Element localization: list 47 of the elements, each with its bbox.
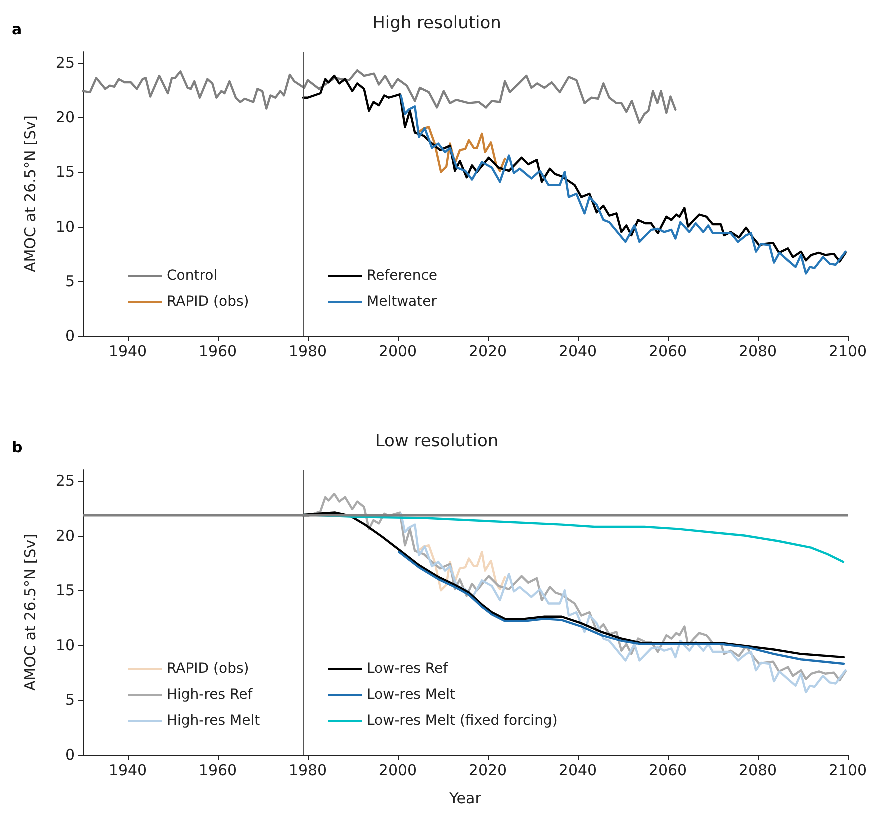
- x-tick-label: 2000: [378, 762, 418, 780]
- y-tick-label: 20: [56, 108, 75, 127]
- y-tick-label: 25: [56, 54, 75, 72]
- x-tick-label: 2000: [378, 342, 418, 360]
- x-tick-label: 1980: [288, 762, 328, 780]
- legend-label: Meltwater: [367, 294, 438, 310]
- x-tick-label: 1940: [108, 762, 148, 780]
- y-tick-label: 25: [56, 472, 75, 490]
- text: a: [12, 20, 22, 38]
- x-tick-label: 2080: [738, 762, 778, 780]
- y-axis-title: AMOC at 26.5°N [Sv]: [22, 534, 40, 692]
- x-tick-label: 1960: [198, 762, 238, 780]
- chart-title: High resolution: [372, 14, 502, 34]
- y-tick-label: 0: [65, 746, 75, 764]
- y-tick-label: 5: [65, 691, 75, 710]
- legend-label: RAPID (obs): [167, 294, 250, 310]
- x-tick-label: 2020: [468, 342, 508, 360]
- x-tick-label: 1980: [288, 342, 328, 360]
- legend-label: High-res Melt: [167, 713, 261, 729]
- x-tick-label: 2040: [558, 762, 598, 780]
- x-tick-label: 1940: [108, 342, 148, 360]
- legend-label: Low-res Melt: [367, 687, 456, 703]
- y-tick-label: 10: [56, 636, 75, 654]
- x-tick-label: 1960: [198, 342, 238, 360]
- text: b: [12, 438, 23, 456]
- legend-label: High-res Ref: [167, 687, 254, 703]
- x-tick-label: 2100: [828, 342, 868, 360]
- chart-title: Low resolution: [375, 432, 499, 452]
- x-tick-label: 2020: [468, 762, 508, 780]
- legend-label: Low-res Melt (fixed forcing): [367, 713, 558, 729]
- legend-label: Low-res Ref: [367, 661, 450, 677]
- legend-label: RAPID (obs): [167, 661, 250, 677]
- y-tick-label: 20: [56, 526, 75, 545]
- x-axis-title: Year: [448, 790, 482, 808]
- x-tick-label: 2100: [828, 762, 868, 780]
- y-tick-label: 15: [56, 163, 75, 182]
- legend-label: Reference: [367, 268, 438, 284]
- x-tick-label: 2040: [558, 342, 598, 360]
- y-tick-label: 10: [56, 218, 75, 236]
- x-tick-label: 2060: [648, 342, 688, 360]
- x-tick-label: 2080: [738, 342, 778, 360]
- x-tick-label: 2060: [648, 762, 688, 780]
- legend-label: Control: [167, 268, 218, 284]
- y-tick-label: 0: [65, 327, 75, 345]
- y-tick-label: 15: [56, 582, 75, 600]
- y-axis-title: AMOC at 26.5°N [Sv]: [22, 115, 40, 273]
- y-tick-label: 5: [65, 272, 75, 290]
